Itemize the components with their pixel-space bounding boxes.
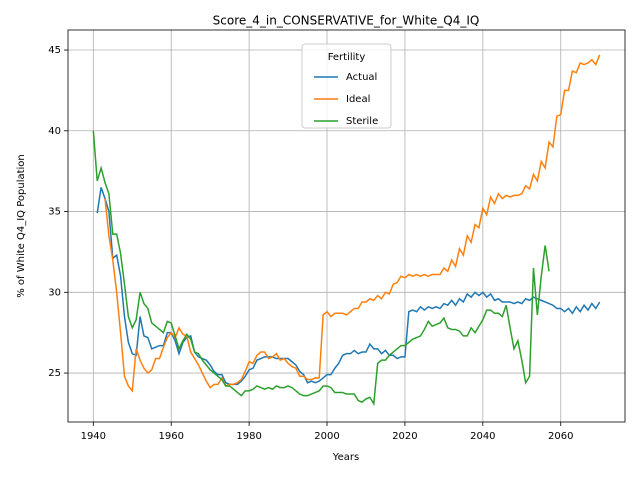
y-tick-label: 40: [48, 126, 61, 137]
series-line: [96, 187, 601, 386]
y-tick-label: 45: [48, 45, 61, 56]
x-axis-label: Years: [332, 452, 359, 463]
y-tick-label: 35: [48, 207, 61, 218]
y-tick-label: 25: [48, 368, 61, 379]
series-line: [92, 130, 550, 407]
x-tick-label: 1940: [81, 431, 106, 442]
legend-label: Actual: [346, 72, 377, 83]
x-tick-label: 2060: [548, 431, 573, 442]
x-tick-label: 2040: [470, 431, 495, 442]
x-tick-label: 2000: [314, 431, 339, 442]
series-line: [104, 54, 601, 393]
plot-frame: [67, 29, 626, 423]
legend-box: [301, 43, 392, 129]
y-tick-label: 30: [48, 287, 61, 298]
legend-label: Sterile: [346, 116, 378, 127]
x-tick-label: 2020: [392, 431, 417, 442]
legend-label: Ideal: [346, 94, 370, 105]
legend-title: Fertility: [328, 52, 366, 63]
chart-title: Score_4_in_CONSERVATIVE_for_White_Q4_IQ: [213, 14, 480, 28]
x-tick-label: 1960: [158, 431, 183, 442]
x-tick-label: 1980: [236, 431, 261, 442]
y-axis-label: % of White Q4_IQ Population: [16, 154, 27, 298]
